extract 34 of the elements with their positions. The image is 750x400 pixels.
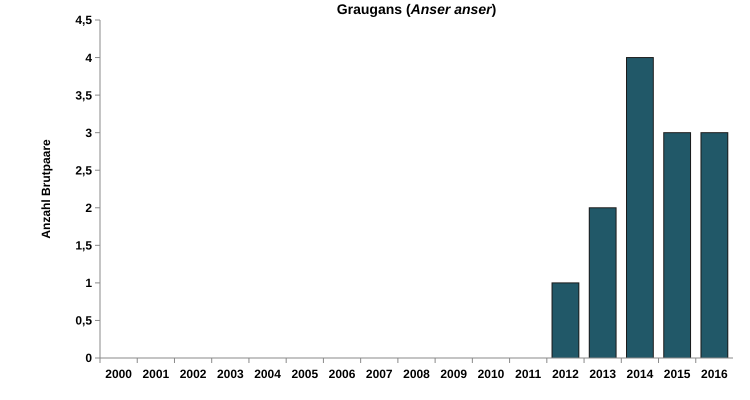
bar <box>700 132 728 358</box>
x-tick-label: 2009 <box>440 367 468 381</box>
x-tick-label: 2001 <box>142 367 170 381</box>
x-tick-label: 2016 <box>701 367 728 381</box>
x-tick-label: 2013 <box>589 367 616 381</box>
y-tick-label: 4,5 <box>75 13 92 28</box>
x-tick-label: 2014 <box>626 367 654 381</box>
x-tick-label: 2002 <box>180 367 207 381</box>
bar <box>663 132 692 358</box>
x-tick-label: 2012 <box>552 367 580 381</box>
y-tick-label: 2,5 <box>75 163 92 178</box>
chart-title: Graugans (Anser anser) <box>336 1 496 17</box>
y-tick-label: 1 <box>85 276 92 290</box>
y-tick-label: 1,5 <box>75 238 92 253</box>
x-tick-label: 2000 <box>105 367 132 381</box>
y-tick-label: 4 <box>85 50 92 65</box>
y-tick-label: 2 <box>85 200 92 215</box>
x-tick-label: 2006 <box>328 367 356 381</box>
x-tick-label: 2005 <box>291 367 318 381</box>
x-tick-label: 2008 <box>403 367 430 381</box>
x-tick-label: 2003 <box>216 367 244 381</box>
y-tick-label: 0 <box>85 351 92 366</box>
x-tick-label: 2011 <box>515 367 542 381</box>
y-tick-label: 0,5 <box>75 314 92 328</box>
x-tick-label: 2015 <box>664 367 691 381</box>
y-tick-label: 3,5 <box>75 88 92 102</box>
y-tick-label: 3 <box>85 126 92 140</box>
x-tick-label: 2004 <box>254 367 282 381</box>
y-axis-title: Anzahl Brutpaare <box>39 139 53 239</box>
x-tick-label: 2010 <box>478 367 505 381</box>
bar <box>626 57 654 358</box>
bar <box>588 207 617 358</box>
bar <box>552 282 580 358</box>
x-tick-label: 2007 <box>366 367 393 381</box>
